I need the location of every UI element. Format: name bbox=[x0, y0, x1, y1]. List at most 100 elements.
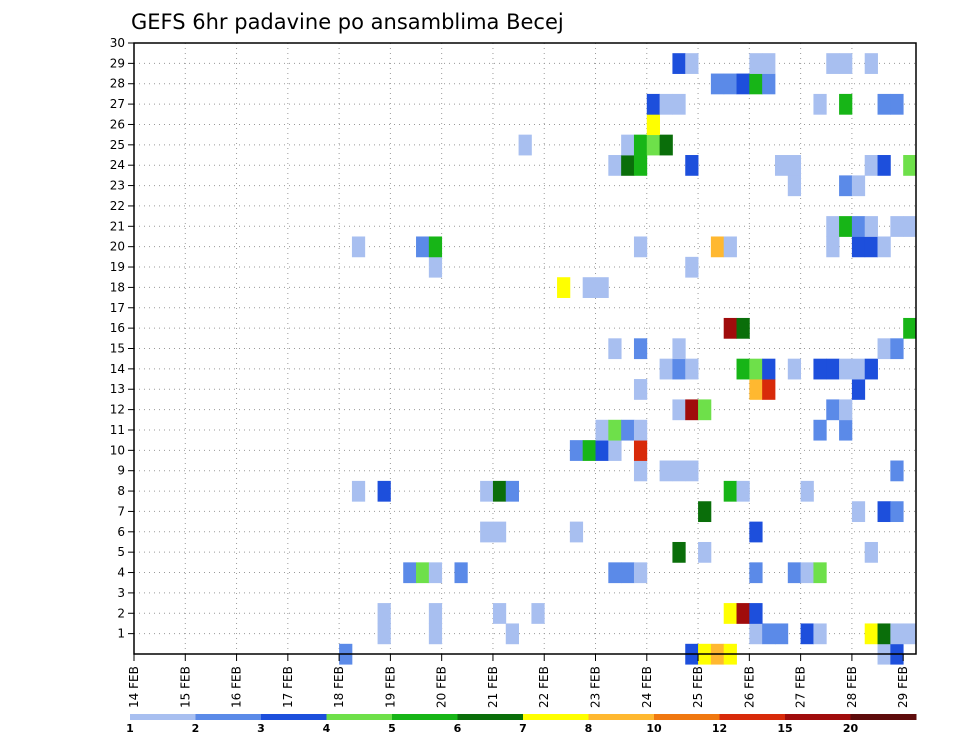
heatmap-cell bbox=[864, 236, 878, 258]
y-tick-label: 13 bbox=[110, 382, 125, 396]
chart-title: GEFS 6hr padavine po ansamblima Becej bbox=[131, 10, 564, 34]
y-tick-label: 14 bbox=[110, 362, 125, 376]
heatmap-cell bbox=[864, 358, 878, 380]
x-tick-label: 20 FEB bbox=[435, 666, 449, 708]
colorbar-label: 3 bbox=[257, 722, 265, 735]
heatmap-cell bbox=[351, 236, 366, 258]
heatmap-cell bbox=[518, 134, 532, 156]
heatmap-cell bbox=[813, 623, 827, 645]
x-tick-label: 14 FEB bbox=[127, 666, 141, 708]
heatmap-cell bbox=[839, 399, 853, 421]
heatmap-cell bbox=[813, 358, 827, 380]
heatmap-cell bbox=[608, 155, 622, 176]
x-tick-label: 16 FEB bbox=[230, 666, 244, 708]
heatmap-cell bbox=[428, 623, 443, 645]
heatmap-cell bbox=[787, 562, 802, 584]
colorbar-label: 4 bbox=[323, 722, 331, 735]
heatmap-cell bbox=[762, 358, 776, 380]
heatmap-cell bbox=[890, 460, 904, 482]
heatmap-cell bbox=[762, 53, 776, 74]
colorbar-label: 5 bbox=[388, 722, 396, 735]
y-tick-label: 1 bbox=[117, 627, 125, 641]
heatmap-cell bbox=[505, 623, 519, 645]
colorbar-label: 10 bbox=[646, 722, 662, 735]
heatmap-cell bbox=[723, 480, 737, 502]
heatmap-cell bbox=[839, 419, 853, 441]
y-tick-label: 23 bbox=[110, 179, 125, 193]
heatmap-cell bbox=[736, 73, 750, 95]
y-tick-label: 26 bbox=[110, 117, 125, 131]
x-tick-label: 27 FEB bbox=[794, 666, 808, 708]
heatmap-cell bbox=[890, 216, 904, 237]
heatmap-cell bbox=[595, 419, 609, 441]
heatmap-cell bbox=[698, 541, 712, 563]
heatmap-cell bbox=[736, 317, 750, 339]
heatmap-cell bbox=[646, 93, 661, 115]
heatmap-cell bbox=[736, 358, 750, 380]
heatmap-cell bbox=[826, 236, 840, 258]
heatmap-cell bbox=[633, 460, 648, 482]
colorbar-segment bbox=[195, 714, 262, 720]
heatmap-cell bbox=[826, 358, 840, 380]
colorbar-segment bbox=[392, 714, 458, 720]
x-tick-label: 15 FEB bbox=[178, 666, 192, 708]
colorbar-label: 6 bbox=[454, 722, 462, 735]
colorbar: 1 2 3 4 5 6 7 8 10 12 15 20 bbox=[126, 714, 917, 735]
heatmap-cell bbox=[749, 562, 763, 584]
heatmap-cell bbox=[851, 236, 866, 258]
heatmap-cell bbox=[428, 236, 443, 258]
heatmap-cell bbox=[633, 134, 648, 156]
heatmap-cell bbox=[839, 93, 853, 115]
heatmap-cell bbox=[416, 236, 430, 258]
heatmap-cell bbox=[428, 603, 443, 624]
y-tick-label: 24 bbox=[110, 158, 125, 172]
colorbar-label: 8 bbox=[585, 722, 593, 735]
x-tick-label: 26 FEB bbox=[742, 666, 756, 708]
heatmap-cell bbox=[633, 562, 648, 584]
heatmap-cell bbox=[480, 521, 494, 543]
y-tick-label: 11 bbox=[110, 423, 125, 437]
heatmap-cell bbox=[595, 440, 609, 461]
heatmap-cell bbox=[736, 480, 750, 502]
heatmap-cell bbox=[813, 419, 827, 441]
heatmap-cell bbox=[864, 216, 878, 237]
heatmap-cell bbox=[672, 541, 686, 563]
y-tick-label: 4 bbox=[117, 566, 125, 580]
heatmap-cell bbox=[377, 623, 391, 645]
y-tick-label: 16 bbox=[110, 321, 125, 335]
y-tick-label: 20 bbox=[110, 240, 125, 254]
colorbar-segment bbox=[588, 714, 655, 720]
y-tick-label: 5 bbox=[117, 545, 125, 559]
heatmap-cell bbox=[800, 562, 814, 584]
heatmap-cell bbox=[877, 623, 891, 645]
heatmap-cell bbox=[659, 134, 673, 156]
heatmap-cell bbox=[762, 379, 776, 400]
y-tick-label: 29 bbox=[110, 56, 125, 70]
colorbar-label: 1 bbox=[126, 722, 134, 735]
y-tick-label: 17 bbox=[110, 301, 125, 315]
heatmap-cell bbox=[633, 419, 648, 441]
heatmap-cell bbox=[685, 460, 699, 482]
y-tick-label: 28 bbox=[110, 77, 125, 91]
heatmap-cell bbox=[890, 623, 904, 645]
x-tick-label: 23 FEB bbox=[589, 666, 603, 708]
x-tick-label: 21 FEB bbox=[486, 666, 500, 708]
grid-lines bbox=[134, 42, 916, 654]
heatmap-cell bbox=[377, 603, 391, 624]
heatmap-cell bbox=[633, 379, 648, 400]
heatmap-cell bbox=[877, 93, 891, 115]
heatmap-cell bbox=[454, 562, 468, 584]
colorbar-segment bbox=[523, 714, 589, 720]
x-tick-label: 24 FEB bbox=[640, 666, 654, 708]
heatmap-cell bbox=[595, 277, 609, 298]
colorbar-segment bbox=[261, 714, 327, 720]
y-tick-label: 10 bbox=[110, 443, 125, 457]
colorbar-segment bbox=[654, 714, 720, 720]
heatmap-cell bbox=[633, 338, 648, 360]
heatmap-cell bbox=[492, 480, 507, 502]
heatmap-cell bbox=[877, 155, 891, 176]
heatmap-cell bbox=[416, 562, 430, 584]
heatmap-cell bbox=[672, 358, 686, 380]
colorbar-label: 20 bbox=[843, 722, 859, 735]
